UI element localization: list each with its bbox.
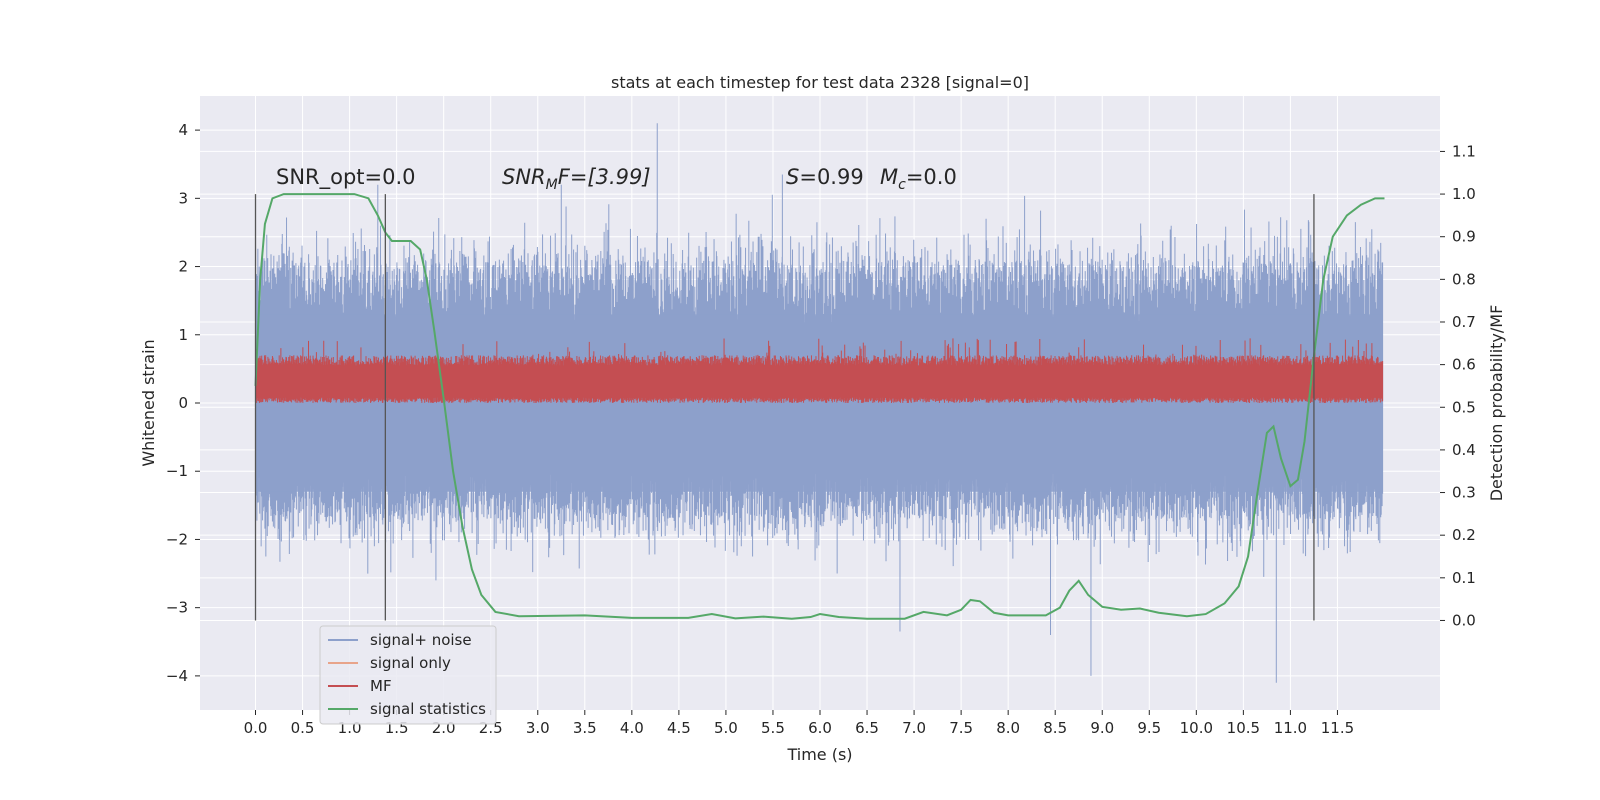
x-tick-label: 7.0 — [902, 719, 926, 737]
annotation-s: S=0.99 — [786, 165, 864, 189]
y-tick-label: −2 — [166, 530, 188, 548]
y-tick-label: 3 — [178, 189, 188, 207]
y2-tick-label: 0.6 — [1452, 356, 1476, 374]
x-axis: 0.0 0.5 1.0 1.5 2.0 2.5 3.0 3.5 4.0 4.5 5.0 5.5 6.0 6… — [244, 710, 1354, 737]
x-tick-label: 3.5 — [573, 719, 597, 737]
x-tick-label: 7.5 — [949, 719, 973, 737]
legend-label-signal-only: signal only — [370, 654, 451, 672]
y-tick-label: 2 — [178, 258, 188, 276]
x-tick-label: 9.0 — [1090, 719, 1114, 737]
annotation-s-main: S — [786, 165, 799, 189]
series-signal-statistics — [254, 193, 1385, 620]
y-axis-label: Whitened strain — [139, 339, 158, 466]
y-tick-label: −4 — [166, 667, 188, 685]
y2-tick-label: 0.8 — [1452, 270, 1476, 288]
legend: signal+ noise signal only MF signal stat… — [319, 625, 497, 725]
x-tick-label: 4.5 — [667, 719, 691, 737]
y2-tick-label: 0.5 — [1452, 398, 1476, 416]
y-tick-label: −3 — [166, 599, 188, 617]
y2-tick-label: 1.0 — [1452, 185, 1476, 203]
x-tick-label: 6.5 — [855, 719, 879, 737]
annotation-snr-mf-sub: M — [546, 177, 558, 193]
x-axis-label: Time (s) — [786, 745, 852, 764]
x-tick-label: 6.0 — [808, 719, 832, 737]
x-tick-label: 5.0 — [714, 719, 738, 737]
legend-label-signal-statistics: signal statistics — [370, 700, 486, 718]
y-axis-right: 0.0 0.1 0.2 0.3 0.4 0.5 0.6 0.7 0.8 0.9 1.0 1.1 — [1440, 142, 1476, 629]
x-tick-label: 9.5 — [1137, 719, 1161, 737]
x-tick-label: 10.5 — [1227, 719, 1260, 737]
y-axis-left: −4 −3 −2 −1 0 1 2 3 4 — [166, 121, 200, 685]
chart-title: stats at each timestep for test data 232… — [611, 73, 1029, 92]
x-tick-label: 0.0 — [244, 719, 268, 737]
y-tick-label: 0 — [178, 394, 188, 412]
annotation-s-rest: =0.99 — [799, 165, 863, 189]
x-tick-label: 11.0 — [1274, 719, 1307, 737]
y-tick-label: −1 — [166, 462, 188, 480]
legend-label-signal-noise: signal+ noise — [370, 631, 472, 649]
series-layer — [254, 123, 1385, 683]
annotation-snr-mf-rest: F=[3.99] — [558, 165, 651, 189]
x-tick-label: 0.5 — [291, 719, 315, 737]
y2-tick-label: 0.4 — [1452, 441, 1476, 459]
annotation-snr-mf-main: SNR — [502, 165, 546, 189]
x-tick-label: 3.0 — [526, 719, 550, 737]
vertical-markers — [254, 194, 1315, 621]
y2-axis-label: Detection probability/MF — [1487, 305, 1506, 502]
x-tick-label: 8.5 — [1043, 719, 1067, 737]
legend-label-mf: MF — [370, 677, 392, 695]
annotation-mc-rest: =0.0 — [906, 165, 957, 189]
annotation-mc-main: M — [880, 165, 898, 189]
y2-tick-label: 0.0 — [1452, 611, 1476, 629]
annotation-snr-mf: SNRMF=[3.99] — [502, 165, 651, 193]
y2-tick-label: 1.1 — [1452, 142, 1476, 160]
x-tick-label: 8.0 — [996, 719, 1020, 737]
y2-tick-label: 0.2 — [1452, 526, 1476, 544]
y2-tick-label: 0.7 — [1452, 313, 1476, 331]
annotation-snr-opt: SNR_opt=0.0 — [276, 165, 416, 190]
x-tick-label: 10.0 — [1180, 719, 1213, 737]
x-tick-label: 4.0 — [620, 719, 644, 737]
series-mf-core — [255, 374, 1383, 398]
y2-tick-label: 0.9 — [1452, 228, 1476, 246]
y-tick-label: 1 — [178, 326, 188, 344]
y2-tick-label: 0.3 — [1452, 484, 1476, 502]
x-tick-label: 5.5 — [761, 719, 785, 737]
y2-tick-label: 0.1 — [1452, 569, 1476, 587]
y-tick-label: 4 — [178, 121, 188, 139]
x-tick-label: 11.5 — [1321, 719, 1354, 737]
legend-box — [319, 625, 497, 725]
annotation-mc: Mc=0.0 — [880, 165, 957, 193]
annotation-mc-sub: c — [898, 177, 906, 193]
